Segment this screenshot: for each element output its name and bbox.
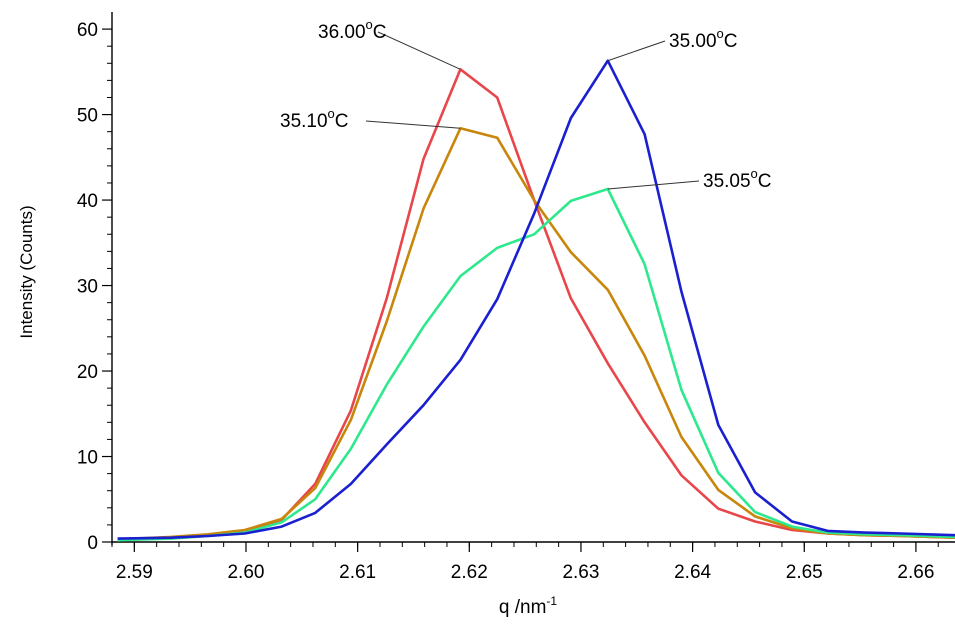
x-tick-label: 2.66 bbox=[897, 562, 934, 583]
x-tick-label: 2.59 bbox=[116, 562, 153, 583]
annotation-label: 36.00oC bbox=[318, 17, 387, 43]
annotation-label: 35.05oC bbox=[703, 166, 772, 192]
y-tick-label: 0 bbox=[87, 533, 98, 554]
series-layer bbox=[117, 59, 955, 542]
series-line-0 bbox=[117, 68, 955, 541]
y-tick-label: 20 bbox=[77, 362, 98, 383]
x-axis-label-text: q /nm bbox=[499, 597, 547, 618]
x-tick-label: 2.63 bbox=[562, 562, 599, 583]
x-tick-label: 2.64 bbox=[674, 562, 711, 583]
x-axis-label: q /nm-1 bbox=[499, 594, 558, 618]
annotation-leader bbox=[607, 180, 700, 190]
x-tick-label: 2.65 bbox=[786, 562, 823, 583]
annotations: 36.00oC 35.10oC 35.05oC 35.00oC bbox=[280, 17, 772, 192]
axes: 0 10 20 30 40 50 60 2.59 2.60 2.61 2.62 2.63 2.64 2.6… bbox=[77, 12, 955, 583]
x-tick-label: 2.60 bbox=[227, 562, 264, 583]
series-line-3 bbox=[117, 59, 955, 540]
annotation-label: 35.00oC bbox=[669, 26, 738, 52]
annotation-leader bbox=[365, 120, 461, 129]
y-tick-label: 60 bbox=[77, 20, 98, 41]
annotation-leader bbox=[377, 31, 461, 70]
x-tick-label: 2.62 bbox=[451, 562, 488, 583]
y-tick-label: 50 bbox=[77, 106, 98, 127]
x-axis-label-superscript: -1 bbox=[546, 594, 557, 608]
annotation-leader bbox=[607, 40, 666, 62]
y-tick-label: 40 bbox=[77, 191, 98, 212]
y-tick-label: 10 bbox=[77, 448, 98, 469]
annotation-label: 35.10oC bbox=[280, 106, 349, 132]
series-line-1 bbox=[117, 127, 955, 541]
series-line-2 bbox=[117, 187, 955, 542]
y-axis-label: Intensity (Counts) bbox=[17, 205, 36, 338]
x-tick-label: 2.61 bbox=[339, 562, 376, 583]
y-tick-label: 30 bbox=[77, 277, 98, 298]
